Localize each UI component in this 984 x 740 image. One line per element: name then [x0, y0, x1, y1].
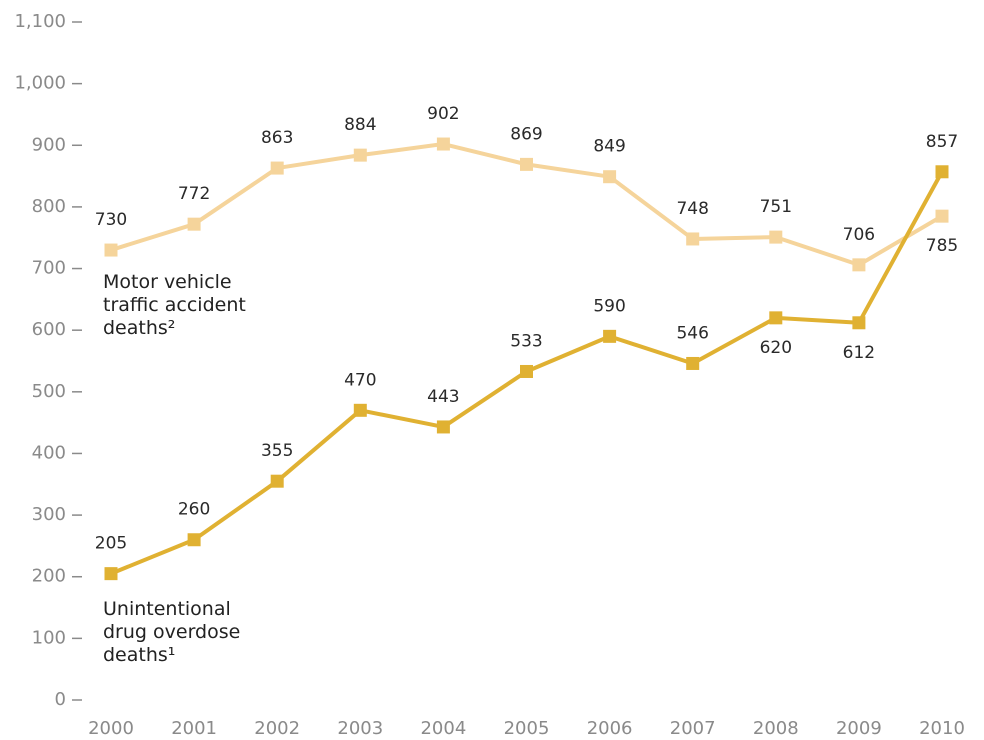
x-tick-label: 2001 [171, 718, 217, 739]
y-tick-label: 1,000 [14, 73, 66, 94]
marker [769, 230, 783, 244]
marker [353, 148, 367, 162]
marker [187, 533, 201, 547]
marker [520, 364, 533, 378]
marker [769, 311, 783, 325]
marker [935, 165, 949, 179]
data-label: 612 [843, 343, 875, 363]
x-tick-label: 2004 [420, 718, 466, 739]
x-tick-label: 2009 [836, 718, 882, 739]
marker [852, 258, 866, 272]
data-label: 785 [926, 236, 958, 256]
data-label: 902 [427, 104, 459, 124]
y-tick-label: 100 [32, 627, 66, 648]
marker [104, 243, 118, 257]
y-tick-label: 300 [32, 504, 66, 525]
marker [686, 356, 700, 370]
data-label: 260 [178, 500, 210, 520]
data-label: 590 [593, 296, 625, 316]
data-label: 884 [344, 115, 376, 135]
x-tick-label: 2000 [88, 718, 134, 739]
marker [353, 403, 367, 417]
data-label: 730 [95, 210, 127, 230]
series-label: Motor vehicle traffic accident deaths² [103, 271, 246, 339]
data-label: 857 [926, 132, 958, 152]
y-tick-label: 500 [32, 381, 66, 402]
x-tick-label: 2005 [504, 718, 550, 739]
x-tick-label: 2010 [919, 718, 965, 739]
series-label: Unintentional drug overdose deaths¹ [103, 598, 241, 666]
x-tick-label: 2002 [254, 718, 300, 739]
data-label: 546 [676, 323, 708, 343]
data-label: 748 [676, 199, 708, 219]
marker [935, 209, 949, 223]
y-tick-label: 400 [32, 442, 66, 463]
marker [104, 567, 118, 581]
data-label: 751 [760, 197, 792, 217]
data-label: 869 [510, 124, 542, 144]
x-tick-label: 2008 [753, 718, 799, 739]
x-tick-label: 2007 [670, 718, 716, 739]
data-label: 706 [843, 225, 875, 245]
y-tick-label: 700 [32, 258, 66, 279]
marker [436, 137, 450, 151]
data-label: 443 [427, 387, 459, 407]
data-label: 620 [760, 338, 792, 358]
data-label: 772 [178, 184, 210, 204]
data-label: 533 [510, 331, 542, 351]
data-label: 863 [261, 128, 293, 148]
marker [686, 232, 700, 246]
y-tick-label: 1,100 [14, 11, 66, 32]
marker [603, 170, 617, 184]
y-tick-label: 800 [32, 196, 66, 217]
x-tick-label: 2003 [337, 718, 383, 739]
marker [520, 157, 533, 171]
marker [270, 474, 284, 488]
y-tick-label: 600 [32, 319, 66, 340]
marker [603, 329, 617, 343]
x-tick-label: 2006 [587, 718, 633, 739]
marker [436, 420, 450, 434]
marker [187, 217, 201, 231]
data-label: 849 [593, 137, 625, 157]
y-tick-label: 200 [32, 566, 66, 587]
data-label: 205 [95, 534, 127, 554]
data-label: 470 [344, 370, 376, 390]
marker [270, 161, 284, 175]
data-label: 355 [261, 441, 293, 461]
y-tick-label: 900 [32, 134, 66, 155]
marker [852, 316, 866, 330]
y-tick-label: 0 [55, 689, 66, 710]
